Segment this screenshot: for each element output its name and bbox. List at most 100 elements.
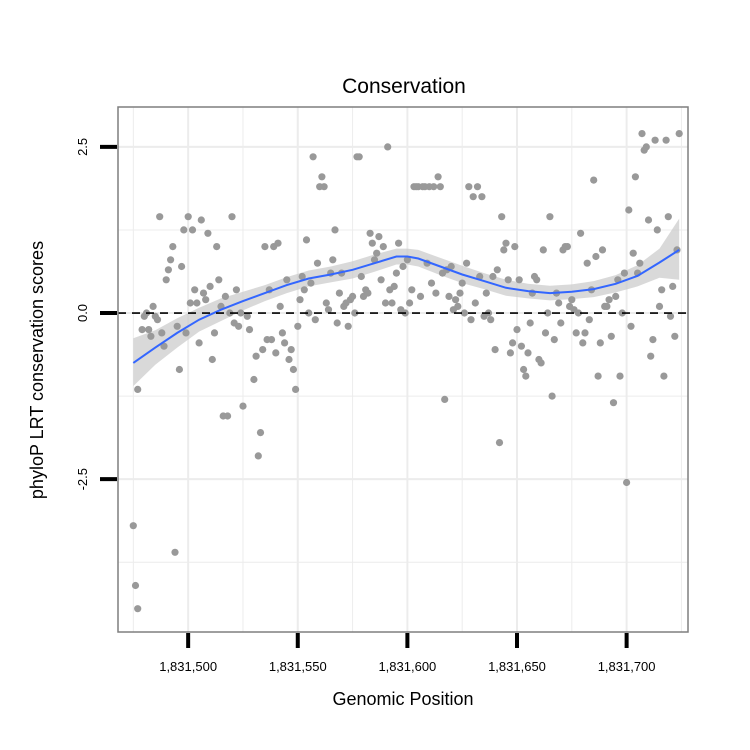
data-point <box>210 329 219 337</box>
data-point <box>373 249 381 257</box>
data-point <box>526 319 534 327</box>
data-point <box>577 229 585 237</box>
data-point <box>294 322 302 330</box>
data-point <box>467 316 475 324</box>
data-point <box>603 302 611 310</box>
data-point <box>522 372 530 380</box>
data-point <box>395 239 403 247</box>
data-point <box>524 349 532 357</box>
data-point <box>502 239 510 247</box>
data-point <box>311 316 319 324</box>
data-point <box>184 213 192 221</box>
data-point <box>296 296 304 304</box>
data-point <box>302 236 311 244</box>
data-point <box>173 322 181 330</box>
y-axis: 2.5 0.0 -2.5 <box>75 138 117 490</box>
data-point <box>537 359 545 367</box>
data-point <box>506 349 514 357</box>
data-point <box>366 229 374 237</box>
data-point <box>544 309 552 317</box>
data-point <box>333 319 341 327</box>
data-point <box>320 183 328 191</box>
data-point <box>406 299 414 307</box>
data-point <box>254 452 262 460</box>
data-point <box>289 365 297 374</box>
data-point <box>546 213 554 221</box>
data-point <box>568 296 576 304</box>
data-point <box>276 302 284 310</box>
data-point <box>149 302 157 310</box>
data-point <box>377 276 385 284</box>
data-point <box>164 266 172 274</box>
data-point <box>675 130 683 138</box>
data-point <box>504 276 512 284</box>
data-point <box>647 352 655 360</box>
data-point <box>432 289 440 297</box>
data-point <box>267 336 276 344</box>
data-point <box>331 226 339 234</box>
data-point <box>598 246 607 254</box>
data-point <box>390 282 398 290</box>
data-point <box>616 372 624 380</box>
data-point <box>636 259 644 267</box>
data-point <box>368 239 376 247</box>
data-point <box>307 279 315 287</box>
data-point <box>145 326 153 334</box>
data-point <box>520 365 528 374</box>
data-point <box>550 336 558 344</box>
data-point <box>283 276 291 284</box>
data-point <box>197 216 205 224</box>
data-point <box>355 153 363 161</box>
x-tick-label: 1,831,600 <box>378 659 436 674</box>
data-point <box>607 332 615 340</box>
data-point <box>364 289 372 297</box>
data-point <box>642 143 650 151</box>
data-point <box>245 326 254 334</box>
data-point <box>287 346 295 354</box>
data-point <box>156 213 164 221</box>
y-axis-title: phyloP LRT conservation scores <box>27 241 47 499</box>
x-tick-label: 1,831,650 <box>488 659 546 674</box>
data-point <box>285 355 293 364</box>
data-point <box>660 372 668 380</box>
data-point <box>318 173 326 181</box>
data-point <box>447 262 455 271</box>
data-point <box>324 306 333 314</box>
data-point <box>232 286 240 294</box>
data-point <box>491 346 499 354</box>
data-point <box>644 216 653 224</box>
data-point <box>609 399 618 407</box>
data-point <box>572 329 580 337</box>
data-point <box>482 289 490 297</box>
data-point <box>357 272 365 281</box>
data-point <box>292 385 300 393</box>
data-point <box>408 286 416 294</box>
x-tick-label: 1,831,500 <box>159 659 217 674</box>
data-point <box>191 286 199 294</box>
data-point <box>147 332 155 340</box>
data-point <box>430 183 438 191</box>
data-point <box>620 269 629 277</box>
data-point <box>392 269 400 277</box>
data-point <box>669 282 677 290</box>
y-tick-label: 0.0 <box>75 304 90 322</box>
x-tick-label: 1,831,550 <box>269 659 327 674</box>
data-point <box>399 262 407 271</box>
x-axis: 1,831,500 1,831,550 1,831,600 1,831,650 1,83… <box>159 633 656 674</box>
data-point <box>188 226 197 234</box>
data-point <box>590 176 598 184</box>
data-point <box>478 193 486 201</box>
data-point <box>186 299 194 307</box>
data-point <box>629 249 637 257</box>
data-point <box>666 312 675 320</box>
data-point <box>204 229 212 237</box>
data-point <box>305 309 313 317</box>
data-point <box>664 213 672 221</box>
data-point <box>533 276 541 284</box>
data-point <box>195 339 203 347</box>
data-point <box>454 302 462 310</box>
data-point <box>511 243 519 251</box>
data-point <box>489 272 497 281</box>
data-point <box>309 153 317 161</box>
